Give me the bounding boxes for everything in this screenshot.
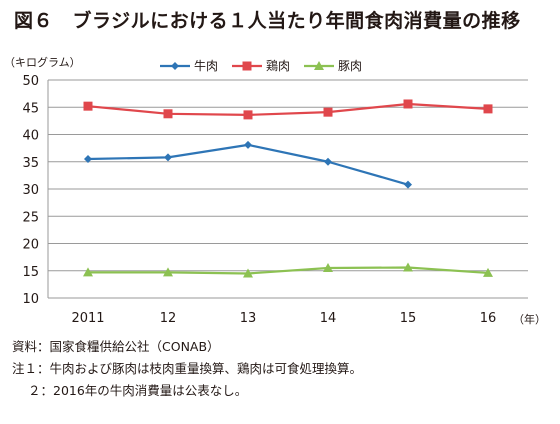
data-point [244,140,252,149]
data-point [323,263,333,273]
note-2: ２：2016年の牛肉消費量は公表なし。 [28,383,248,398]
legend: 牛肉 鶏肉 豚肉 [160,58,362,73]
y-tick-label: 30 [22,183,39,198]
data-point [483,267,493,277]
x-tick-label: 12 [160,311,177,326]
series-line [87,143,409,186]
y-tick-label: 35 [22,156,39,171]
series-2 [83,262,493,278]
chart-title: 図６ ブラジルにおける１人当たり年間食肉消費量の推移 [14,10,521,32]
legend-item-1: 鶏肉 [232,59,290,73]
x-tick-label: 14 [320,311,337,326]
series-line [88,266,489,275]
data-point [163,267,173,277]
y-tick-label: 25 [22,210,39,225]
data-point [164,153,172,162]
y-axis-label: （キログラム） [4,55,81,69]
data-point [323,107,333,117]
legend-item-0: 牛肉 [160,58,218,73]
series-group [83,99,493,278]
series-1 [83,99,493,120]
y-tick-label: 15 [22,265,39,280]
data-point [83,101,93,111]
footnotes: 資料：国家食糧供給公社（CONAB） 注１：牛肉および豚肉は枝肉重量換算、鶏肉は… [12,336,362,402]
data-point [404,180,412,189]
series-line [87,102,489,116]
x-axis-label: （年） [513,312,546,326]
legend-item-2: 豚肉 [304,59,362,73]
x-axis: 2011 12 13 14 15 16 （年） [71,311,546,326]
data-point [83,267,93,277]
x-tick-label: 16 [480,311,497,326]
y-tick-label: 45 [22,101,39,116]
legend-label: 鶏肉 [266,59,290,73]
y-axis: 10 15 20 25 30 35 40 45 50 （キログラム） [4,55,81,307]
data-point [163,109,173,119]
data-point [403,99,413,109]
data-point [403,262,413,272]
data-point [483,104,493,114]
y-tick-label: 10 [22,292,39,307]
note-1: 注１：牛肉および豚肉は枝肉重量換算、鶏肉は可食処理換算。 [12,361,363,376]
data-point [84,155,92,164]
data-point [171,62,179,70]
legend-label: 豚肉 [338,59,362,73]
data-point [314,61,324,70]
x-tick-label: 2011 [71,311,104,326]
data-point [243,268,253,278]
y-tick-label: 40 [22,129,39,144]
x-tick-label: 13 [240,311,257,326]
data-point [324,157,332,166]
y-tick-label: 50 [22,74,39,89]
series-0 [84,140,412,189]
y-tick-label: 20 [22,238,39,253]
x-tick-label: 15 [400,311,417,326]
data-point [242,61,252,71]
data-point [243,110,253,120]
source-note: 資料：国家食糧供給公社（CONAB） [12,339,220,354]
legend-label: 牛肉 [194,58,218,73]
line-chart: 10 15 20 25 30 35 40 45 50 （キログラム） 2011 12 13 14 15 16… [4,55,546,326]
